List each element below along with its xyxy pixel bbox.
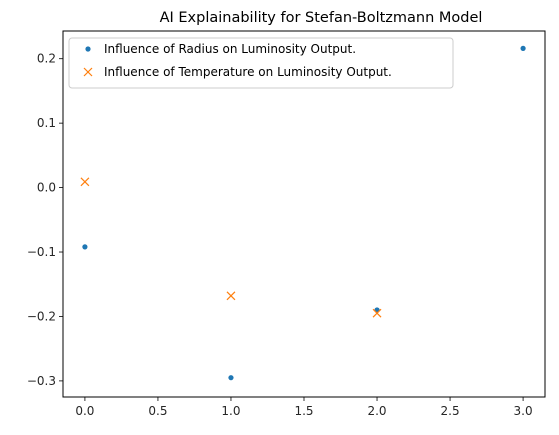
x-axis: 0.0 0.5 1.0 1.5 2.0 2.5 3.0 — [75, 397, 533, 418]
radius-point — [228, 375, 234, 381]
legend-marker-temperature — [83, 67, 93, 77]
temperature-point — [226, 291, 236, 301]
legend-marker-radius — [85, 46, 91, 52]
x-tick-label: 1.0 — [221, 404, 240, 418]
legend-x-marker — [83, 67, 93, 77]
y-axis: −0.3 −0.2 −0.1 0.0 0.1 0.2 — [27, 52, 63, 388]
data-points — [80, 45, 526, 381]
radius-point — [82, 244, 88, 250]
x-tick-label: 2.0 — [367, 404, 386, 418]
legend-label-temperature: Influence of Temperature on Luminosity O… — [104, 65, 392, 79]
x-tick-label: 2.5 — [441, 404, 460, 418]
x-tick-label: 0.5 — [148, 404, 167, 418]
chart-title: AI Explainability for Stefan-Boltzmann M… — [160, 10, 483, 26]
x-tick-label: 3.0 — [514, 404, 533, 418]
legend-dot-marker — [85, 46, 91, 52]
x-tick-label: 0.0 — [75, 404, 94, 418]
temperature-point — [80, 177, 90, 187]
y-tick-label: −0.3 — [27, 374, 56, 388]
legend-label-radius: Influence of Radius on Luminosity Output… — [104, 42, 356, 56]
y-tick-label: 0.0 — [37, 181, 56, 195]
x-tick-label: 1.5 — [294, 404, 313, 418]
y-tick-label: 0.2 — [37, 52, 56, 66]
legend: Influence of Radius on Luminosity Output… — [68, 37, 454, 89]
radius-point — [520, 45, 526, 51]
temperature-point — [372, 308, 382, 318]
legend-frame — [68, 37, 454, 89]
y-tick-label: −0.2 — [27, 309, 56, 323]
y-tick-label: 0.1 — [37, 116, 56, 130]
y-tick-label: −0.1 — [27, 245, 56, 259]
